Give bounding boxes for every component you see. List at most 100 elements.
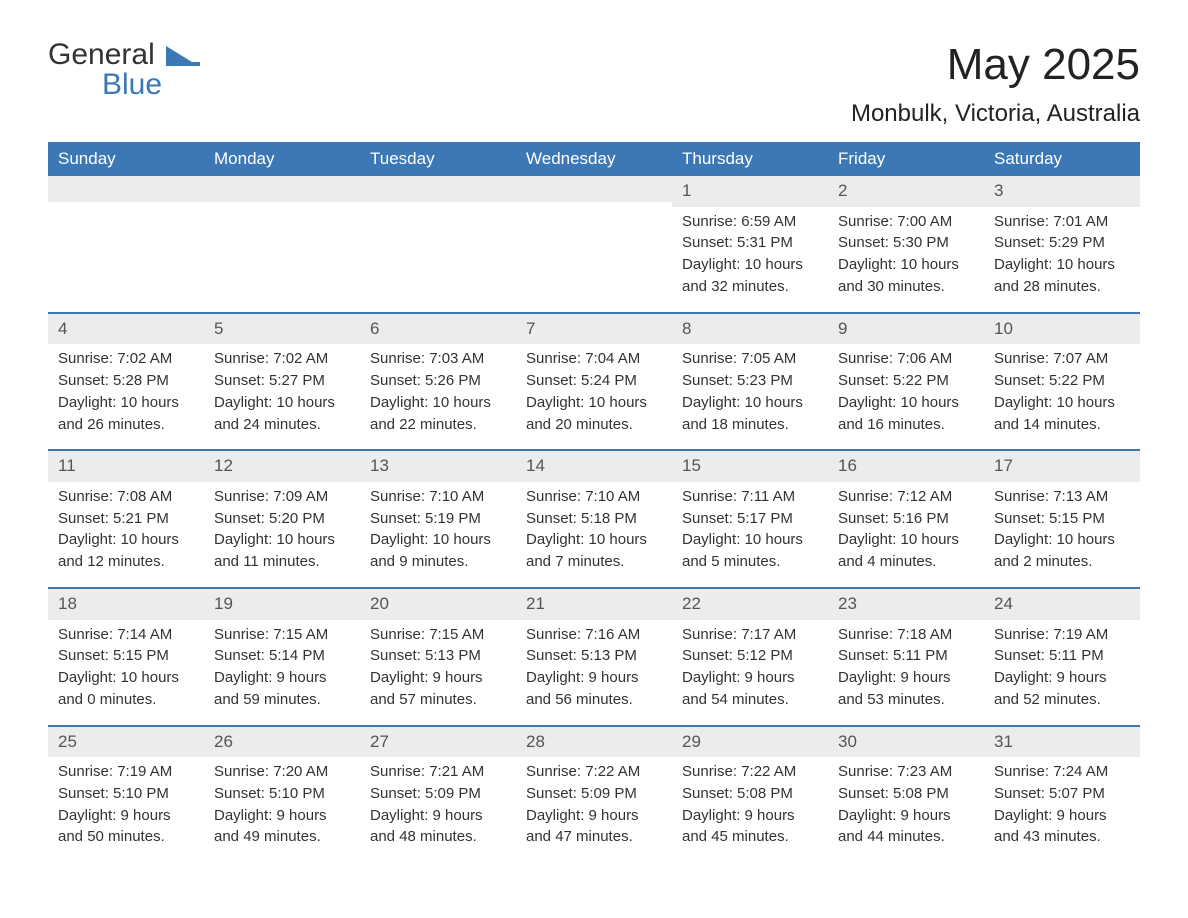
- day-number: [516, 176, 672, 202]
- sunrise-line: Sunrise: 7:23 AM: [838, 761, 974, 783]
- sunset-line: Sunset: 5:07 PM: [994, 783, 1130, 805]
- day-cell: 12Sunrise: 7:09 AMSunset: 5:20 PMDayligh…: [204, 451, 360, 587]
- day-body: Sunrise: 7:02 AMSunset: 5:27 PMDaylight:…: [204, 344, 360, 449]
- day-number: 18: [48, 589, 204, 620]
- day-number: 23: [828, 589, 984, 620]
- sunset-line: Sunset: 5:11 PM: [838, 645, 974, 667]
- day-cell: 18Sunrise: 7:14 AMSunset: 5:15 PMDayligh…: [48, 589, 204, 725]
- sunrise-line: Sunrise: 7:02 AM: [58, 348, 194, 370]
- sunrise-line: Sunrise: 7:02 AM: [214, 348, 350, 370]
- day-number: 7: [516, 314, 672, 345]
- daylight-line: Daylight: 9 hours and 52 minutes.: [994, 667, 1130, 711]
- day-number: 17: [984, 451, 1140, 482]
- day-cell: 9Sunrise: 7:06 AMSunset: 5:22 PMDaylight…: [828, 314, 984, 450]
- day-cell: 8Sunrise: 7:05 AMSunset: 5:23 PMDaylight…: [672, 314, 828, 450]
- daylight-line: Daylight: 9 hours and 53 minutes.: [838, 667, 974, 711]
- day-number: 10: [984, 314, 1140, 345]
- day-number: 22: [672, 589, 828, 620]
- day-body: Sunrise: 7:14 AMSunset: 5:15 PMDaylight:…: [48, 620, 204, 725]
- sunrise-line: Sunrise: 7:16 AM: [526, 624, 662, 646]
- day-cell: 21Sunrise: 7:16 AMSunset: 5:13 PMDayligh…: [516, 589, 672, 725]
- daylight-line: Daylight: 9 hours and 56 minutes.: [526, 667, 662, 711]
- day-number: 29: [672, 727, 828, 758]
- day-number: 8: [672, 314, 828, 345]
- sunrise-line: Sunrise: 7:15 AM: [214, 624, 350, 646]
- day-body: Sunrise: 7:08 AMSunset: 5:21 PMDaylight:…: [48, 482, 204, 587]
- day-number: 3: [984, 176, 1140, 207]
- day-cell: [360, 176, 516, 312]
- day-body: Sunrise: 7:18 AMSunset: 5:11 PMDaylight:…: [828, 620, 984, 725]
- day-cell: 27Sunrise: 7:21 AMSunset: 5:09 PMDayligh…: [360, 727, 516, 863]
- brand-flag-icon: [166, 44, 200, 68]
- day-number: 4: [48, 314, 204, 345]
- day-body: Sunrise: 7:15 AMSunset: 5:14 PMDaylight:…: [204, 620, 360, 725]
- day-body: Sunrise: 7:17 AMSunset: 5:12 PMDaylight:…: [672, 620, 828, 725]
- day-body: Sunrise: 7:20 AMSunset: 5:10 PMDaylight:…: [204, 757, 360, 862]
- dow-cell: Wednesday: [516, 142, 672, 176]
- day-cell: 16Sunrise: 7:12 AMSunset: 5:16 PMDayligh…: [828, 451, 984, 587]
- day-of-week-header: SundayMondayTuesdayWednesdayThursdayFrid…: [48, 142, 1140, 176]
- day-cell: 31Sunrise: 7:24 AMSunset: 5:07 PMDayligh…: [984, 727, 1140, 863]
- sunrise-line: Sunrise: 7:13 AM: [994, 486, 1130, 508]
- day-body: Sunrise: 7:00 AMSunset: 5:30 PMDaylight:…: [828, 207, 984, 312]
- sunset-line: Sunset: 5:13 PM: [526, 645, 662, 667]
- day-body: [360, 202, 516, 220]
- day-cell: 23Sunrise: 7:18 AMSunset: 5:11 PMDayligh…: [828, 589, 984, 725]
- sunset-line: Sunset: 5:29 PM: [994, 232, 1130, 254]
- day-body: Sunrise: 7:13 AMSunset: 5:15 PMDaylight:…: [984, 482, 1140, 587]
- daylight-line: Daylight: 10 hours and 5 minutes.: [682, 529, 818, 573]
- daylight-line: Daylight: 9 hours and 59 minutes.: [214, 667, 350, 711]
- day-number: 6: [360, 314, 516, 345]
- sunrise-line: Sunrise: 7:22 AM: [526, 761, 662, 783]
- day-number: 20: [360, 589, 516, 620]
- daylight-line: Daylight: 9 hours and 57 minutes.: [370, 667, 506, 711]
- daylight-line: Daylight: 9 hours and 44 minutes.: [838, 805, 974, 849]
- daylight-line: Daylight: 9 hours and 50 minutes.: [58, 805, 194, 849]
- sunrise-line: Sunrise: 7:14 AM: [58, 624, 194, 646]
- day-cell: 13Sunrise: 7:10 AMSunset: 5:19 PMDayligh…: [360, 451, 516, 587]
- day-body: Sunrise: 7:07 AMSunset: 5:22 PMDaylight:…: [984, 344, 1140, 449]
- sunset-line: Sunset: 5:18 PM: [526, 508, 662, 530]
- header: General Blue May 2025 Monbulk, Victoria,…: [48, 40, 1140, 128]
- day-cell: 17Sunrise: 7:13 AMSunset: 5:15 PMDayligh…: [984, 451, 1140, 587]
- sunset-line: Sunset: 5:14 PM: [214, 645, 350, 667]
- day-body: Sunrise: 7:21 AMSunset: 5:09 PMDaylight:…: [360, 757, 516, 862]
- day-body: Sunrise: 7:05 AMSunset: 5:23 PMDaylight:…: [672, 344, 828, 449]
- day-number: [360, 176, 516, 202]
- sunrise-line: Sunrise: 7:12 AM: [838, 486, 974, 508]
- brand-word1: General: [48, 38, 155, 71]
- brand-word2: Blue: [102, 68, 162, 101]
- sunrise-line: Sunrise: 7:19 AM: [994, 624, 1130, 646]
- day-body: Sunrise: 7:01 AMSunset: 5:29 PMDaylight:…: [984, 207, 1140, 312]
- day-number: 28: [516, 727, 672, 758]
- sunrise-line: Sunrise: 7:21 AM: [370, 761, 506, 783]
- sunrise-line: Sunrise: 7:00 AM: [838, 211, 974, 233]
- sunrise-line: Sunrise: 7:01 AM: [994, 211, 1130, 233]
- day-cell: 2Sunrise: 7:00 AMSunset: 5:30 PMDaylight…: [828, 176, 984, 312]
- day-body: Sunrise: 7:24 AMSunset: 5:07 PMDaylight:…: [984, 757, 1140, 862]
- daylight-line: Daylight: 10 hours and 14 minutes.: [994, 392, 1130, 436]
- sunset-line: Sunset: 5:13 PM: [370, 645, 506, 667]
- daylight-line: Daylight: 10 hours and 9 minutes.: [370, 529, 506, 573]
- dow-cell: Thursday: [672, 142, 828, 176]
- day-body: Sunrise: 7:12 AMSunset: 5:16 PMDaylight:…: [828, 482, 984, 587]
- sunset-line: Sunset: 5:09 PM: [370, 783, 506, 805]
- week-row: 25Sunrise: 7:19 AMSunset: 5:10 PMDayligh…: [48, 725, 1140, 863]
- day-body: Sunrise: 7:19 AMSunset: 5:11 PMDaylight:…: [984, 620, 1140, 725]
- day-cell: 5Sunrise: 7:02 AMSunset: 5:27 PMDaylight…: [204, 314, 360, 450]
- sunset-line: Sunset: 5:11 PM: [994, 645, 1130, 667]
- daylight-line: Daylight: 10 hours and 18 minutes.: [682, 392, 818, 436]
- sunset-line: Sunset: 5:16 PM: [838, 508, 974, 530]
- day-cell: 3Sunrise: 7:01 AMSunset: 5:29 PMDaylight…: [984, 176, 1140, 312]
- sunrise-line: Sunrise: 7:11 AM: [682, 486, 818, 508]
- day-number: 15: [672, 451, 828, 482]
- sunset-line: Sunset: 5:23 PM: [682, 370, 818, 392]
- sunset-line: Sunset: 5:22 PM: [838, 370, 974, 392]
- sunrise-line: Sunrise: 7:10 AM: [526, 486, 662, 508]
- daylight-line: Daylight: 9 hours and 49 minutes.: [214, 805, 350, 849]
- sunset-line: Sunset: 5:15 PM: [58, 645, 194, 667]
- day-cell: 24Sunrise: 7:19 AMSunset: 5:11 PMDayligh…: [984, 589, 1140, 725]
- day-body: [204, 202, 360, 220]
- day-number: 9: [828, 314, 984, 345]
- day-number: 27: [360, 727, 516, 758]
